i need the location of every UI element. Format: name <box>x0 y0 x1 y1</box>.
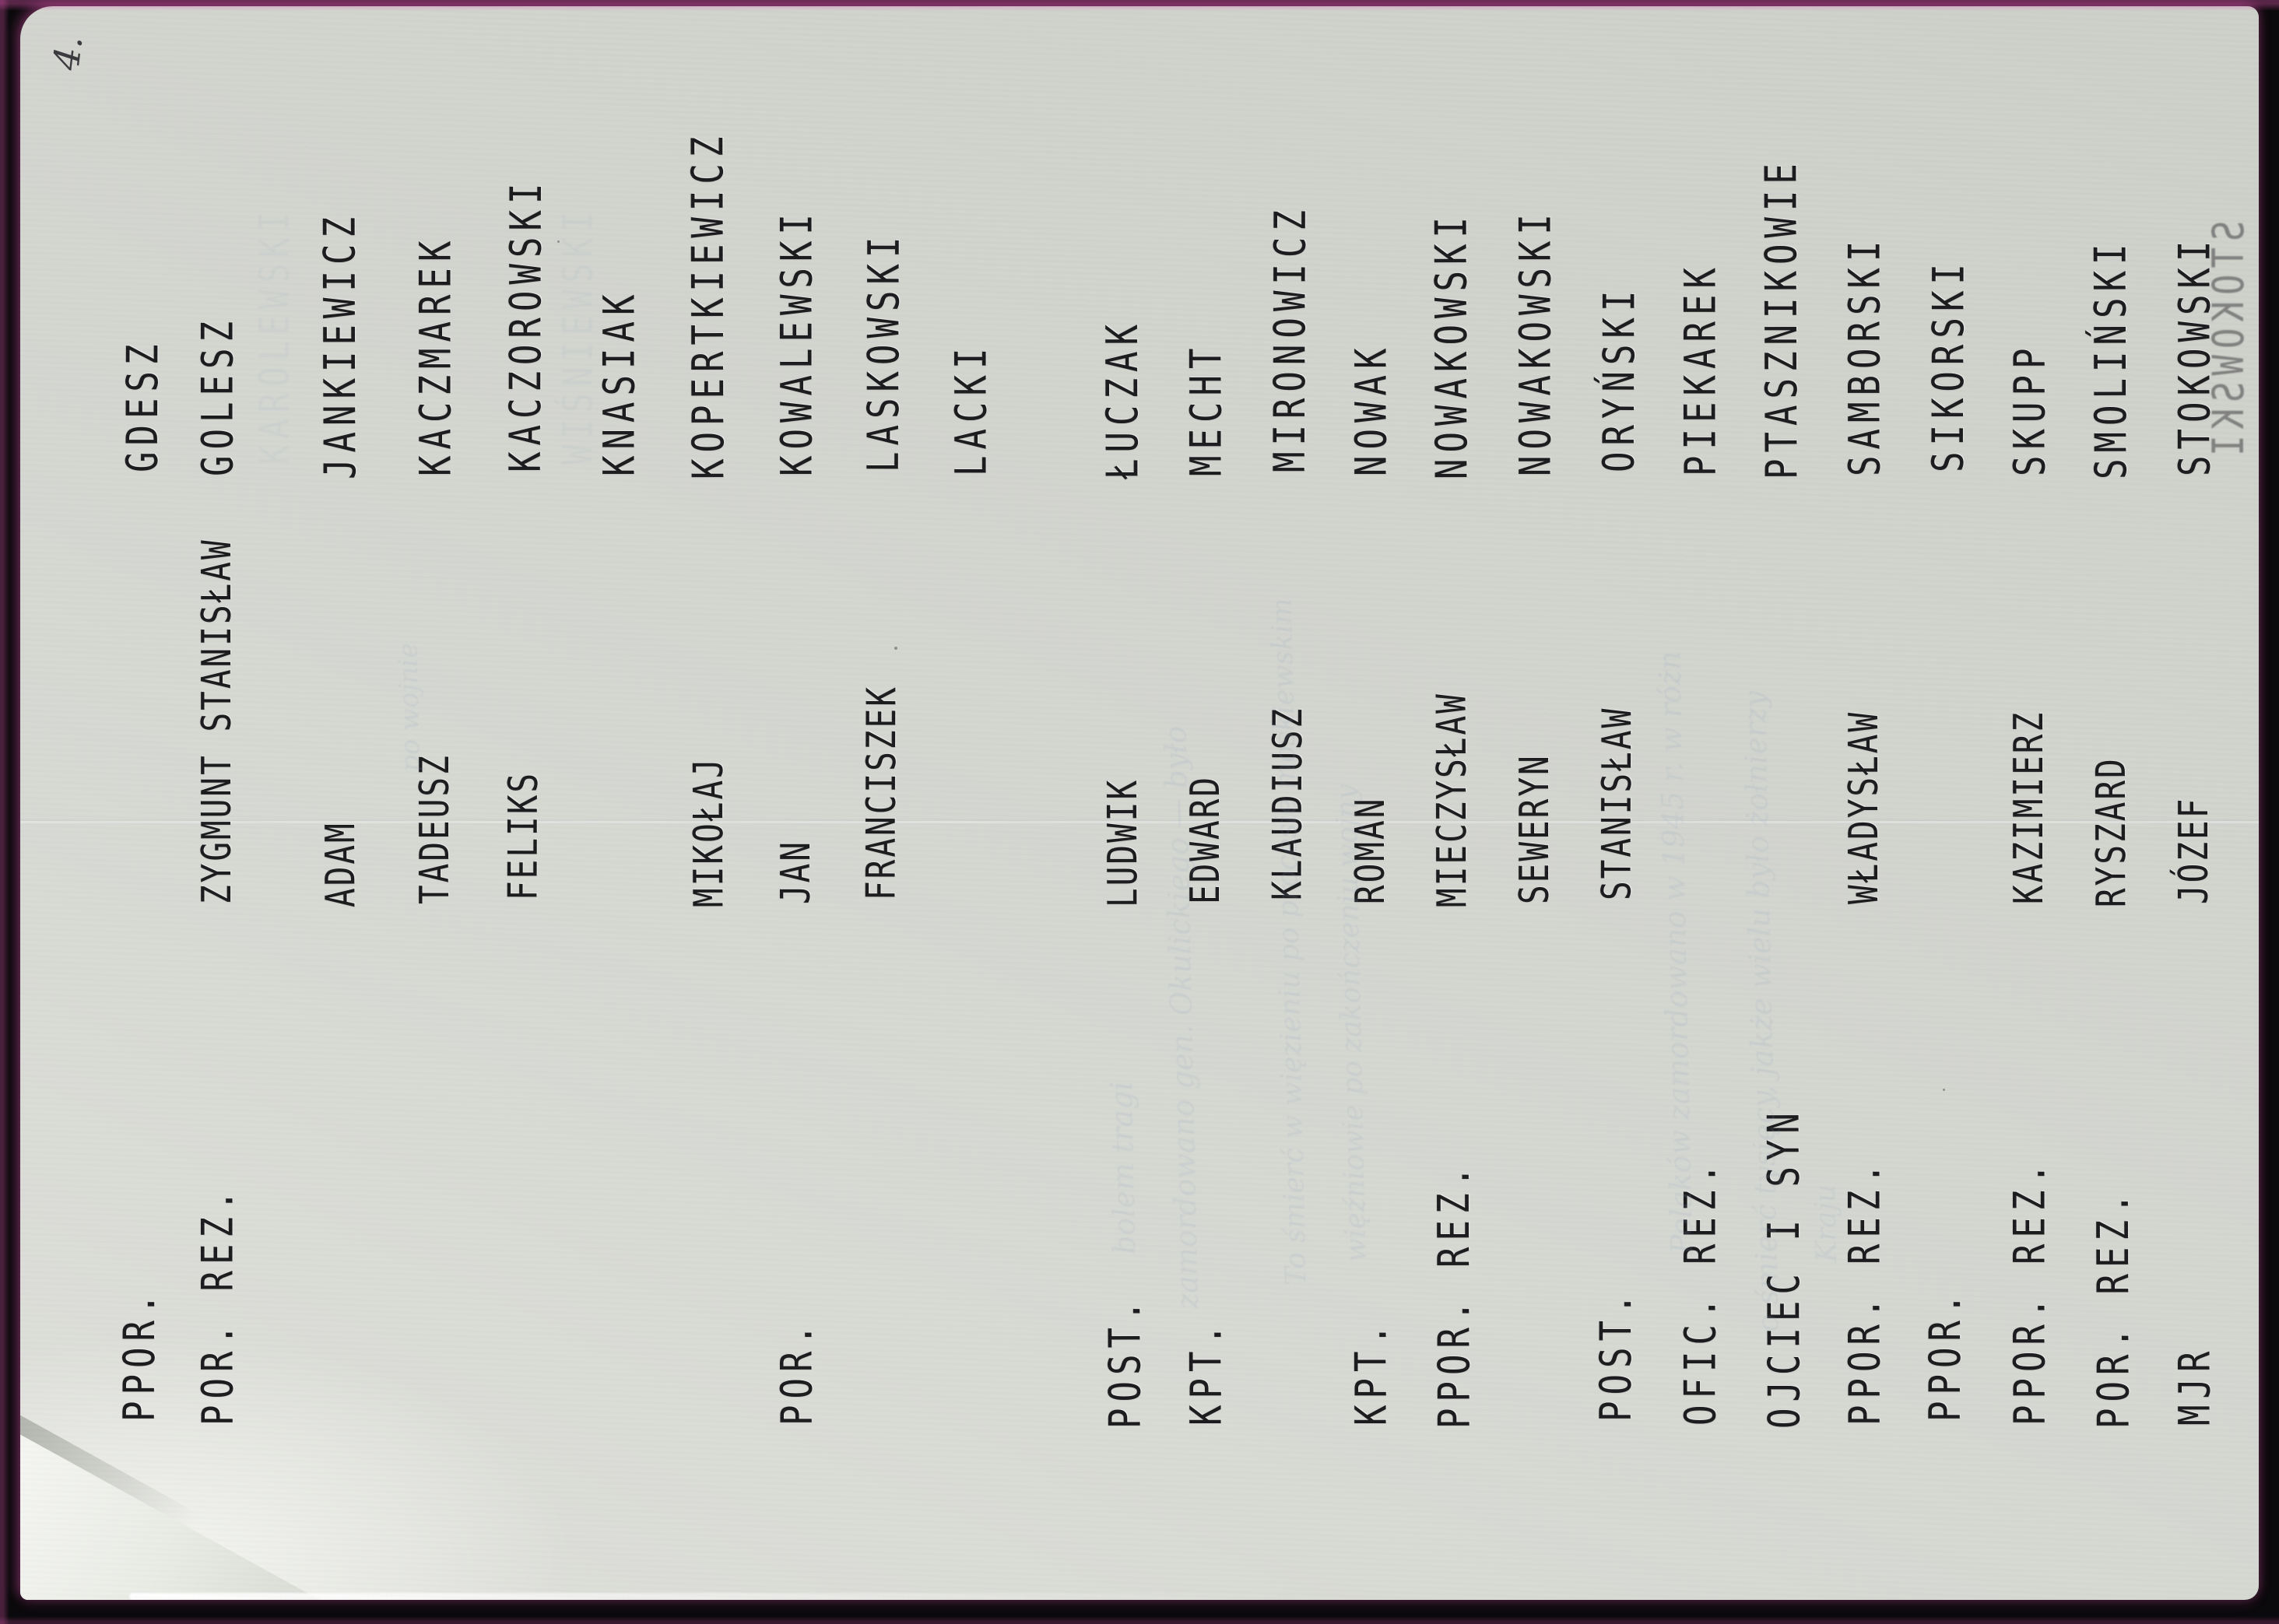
surname: KOWALEWSKI <box>771 208 823 476</box>
given-names: STANISŁAW <box>1592 706 1641 901</box>
given-names: ADAM <box>316 821 365 908</box>
ghost-typed-name: KAROLEWSKI <box>250 205 299 465</box>
surname: KOPERTKIEWICZ <box>683 130 735 480</box>
given-names: FELIKS <box>499 770 547 901</box>
rank-label: PPOR. REZ. <box>2004 1157 2056 1426</box>
given-names: MIECZYSŁAW <box>1427 692 1477 908</box>
dust-speck <box>557 240 560 243</box>
surname: KACZMAREK <box>410 234 462 476</box>
ghost-handwriting-fragment: Kraju <box>1809 1184 1844 1263</box>
dust-speck <box>894 647 897 650</box>
paper-sheet: 4. PPOR. GDESZ POR. REZ. ZYGMUNT STANISŁAW G… <box>20 6 2259 1600</box>
surname: MIRONOWICZ <box>1265 204 1316 473</box>
surname: PTASZNIKOWIE <box>1756 157 1808 480</box>
name-list: PPOR. GDESZ POR. REZ. ZYGMUNT STANISŁAW GOLE… <box>20 6 2259 1589</box>
list-line: POST. LUDWIK ŁUCZAK <box>1097 9 1154 1592</box>
surname: NOWAKOWSKI <box>1426 211 1478 480</box>
list-line: PPOR. SIKORSKI <box>1920 6 1979 1585</box>
list-line: PPOR. REZ. WŁADYSŁAW SAMBORSKI <box>1840 6 1893 1589</box>
surname: KNASIAK <box>594 288 645 476</box>
surname: NOWAKOWSKI <box>1510 208 1561 476</box>
surname: GDESZ <box>118 338 169 473</box>
rank-label: POST. <box>1100 1294 1151 1429</box>
list-line: PPOR. GDESZ <box>114 6 173 1585</box>
rank-label: MJR <box>2169 1345 2221 1426</box>
rank-label: KPT. <box>1181 1318 1232 1426</box>
surname: KACZOROWSKI <box>500 177 552 473</box>
surname: SAMBORSKI <box>1839 234 1891 476</box>
given-names: LUDWIK <box>1098 777 1147 908</box>
list-line: SEWERYN NOWAKOWSKI <box>1511 6 1564 1589</box>
surname: ŁUCZAK <box>1097 317 1149 480</box>
given-names: SEWERYN <box>1510 753 1558 904</box>
surname: LASKOWSKI <box>859 230 910 473</box>
list-line: ADAM JANKIEWICZ <box>314 9 372 1592</box>
rank-label: PPOR. REZ. <box>1839 1157 1891 1426</box>
given-names: RYSZARD <box>2087 756 2136 908</box>
list-line: LACKI <box>946 6 999 1589</box>
surname: SMOLIŃSKI <box>2085 237 2137 480</box>
scan-echo-surname: STOKOWSKI <box>2204 220 2254 462</box>
list-line: FELIKS KACZOROWSKI <box>497 6 556 1585</box>
given-names: MIKOŁAJ <box>684 756 733 908</box>
surname: MECHT <box>1181 342 1232 476</box>
curled-edge-highlight <box>129 1593 1297 1600</box>
rank-label: KPT. <box>1346 1318 1397 1426</box>
ghost-handwriting-fragment: bolem tragi <box>1104 1081 1143 1255</box>
surname: JANKIEWICZ <box>314 211 367 480</box>
given-names: FRANCISZEK <box>857 685 905 901</box>
rotated-page-content: 4. PPOR. GDESZ POR. REZ. ZYGMUNT STANISŁAW G… <box>20 6 2259 1589</box>
rank-label: PPOR. REZ. <box>1428 1160 1480 1429</box>
list-line: KNASIAK <box>595 6 648 1589</box>
list-line: MIKOŁAJ KOPERTKIEWICZ <box>683 9 740 1592</box>
dust-speck <box>1943 1089 1945 1091</box>
rank-label: POR. REZ. <box>2088 1187 2140 1429</box>
surname: LACKI <box>946 342 997 476</box>
list-line: FRANCISZEK LASKOWSKI <box>855 6 914 1585</box>
list-line: PPOR. REZ. KAZIMIERZ SKUPP <box>2005 6 2058 1589</box>
rank-label: POR. <box>771 1318 823 1426</box>
rank-label: PPOR. <box>1920 1287 1972 1422</box>
list-line: POR. REZ. ZYGMUNT STANISŁAW GOLESZ <box>193 6 246 1589</box>
given-names: JAN <box>771 839 820 904</box>
surname: GOLESZ <box>192 315 244 476</box>
given-names: WŁADYSŁAW <box>1839 710 1887 904</box>
list-line: POST. STANISŁAW ORYŃSKI <box>1591 6 1649 1585</box>
given-names: JÓZEF <box>2169 796 2218 904</box>
given-names: ZYGMUNT STANISŁAW <box>192 538 241 904</box>
ghost-typed-name: WIŚNIEWSKI <box>553 205 602 465</box>
surname: ORYŃSKI <box>1594 284 1645 473</box>
given-names: TADEUSZ <box>410 753 458 904</box>
surname: NOWAK <box>1346 342 1397 476</box>
list-line: PPOR. REZ. MIECZYSŁAW NOWAKOWSKI <box>1426 9 1484 1592</box>
list-line: POR. JAN KOWALEWSKI <box>772 6 825 1589</box>
surname: PIEKAREK <box>1675 261 1726 476</box>
rank-label: POST. <box>1591 1287 1642 1422</box>
list-line: TADEUSZ KACZMAREK <box>411 6 464 1589</box>
surname: SKUPP <box>2004 342 2056 476</box>
rank-label: POR. REZ. <box>192 1184 244 1426</box>
list-line: POR. REZ. RYSZARD SMOLIŃSKI <box>2085 9 2143 1592</box>
given-names: KAZIMIERZ <box>2004 710 2053 904</box>
ghost-handwriting-fragment: po wojnie <box>392 642 427 773</box>
rank-label: PPOR. <box>114 1287 166 1422</box>
surname: SIKORSKI <box>1923 258 1975 473</box>
